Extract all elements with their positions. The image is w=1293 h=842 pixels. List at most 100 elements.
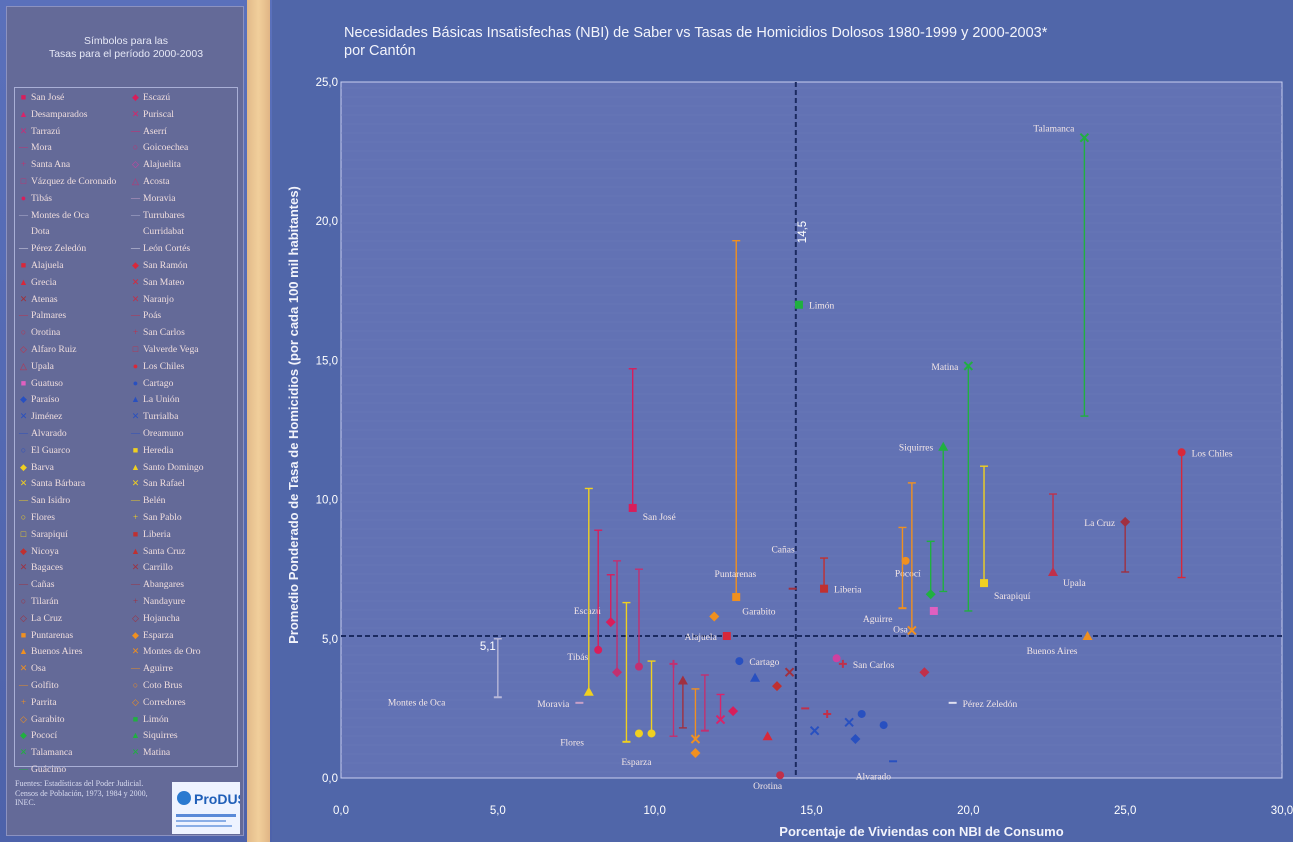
legend-marker-icon: — — [19, 495, 28, 506]
legend-label: Acosta — [143, 176, 170, 187]
legend-label: Palmares — [31, 310, 67, 322]
legend-label: Alvarado — [31, 428, 67, 439]
legend-marker-icon: △ — [20, 360, 27, 371]
legend-label: Valverde Vega — [143, 344, 199, 355]
legend-marker-icon: ■ — [20, 92, 27, 102]
legend-entry: ◆ Pococí — [19, 728, 57, 743]
point-label: Moravia — [537, 700, 570, 710]
legend-entry: Curridabat — [131, 224, 184, 239]
data-point — [634, 662, 643, 671]
legend-label: Montes de Oca — [31, 209, 90, 221]
legend-marker-icon: □ — [20, 176, 27, 186]
legend-marker-icon: — — [19, 310, 28, 321]
legend-marker-icon: ■ — [20, 629, 27, 640]
point-label: Esparza — [621, 758, 652, 768]
legend-label: Abangares — [143, 579, 185, 591]
legend-entry: ▲ Desamparados — [19, 107, 87, 122]
legend-entry: ■ Alajuela — [19, 258, 64, 273]
legend-label: Matina — [143, 747, 171, 759]
legend-label: Parrita — [31, 696, 57, 708]
legend-entry: — Poás — [131, 308, 161, 323]
legend-panel: Símbolos para las Tasas para el período … — [6, 6, 244, 836]
legend-entry: ✕ Puriscal — [131, 107, 174, 122]
legend-label: Golfito — [31, 680, 59, 691]
data-point — [925, 589, 936, 600]
legend-entry: ✕ Santa Bárbara — [19, 476, 85, 491]
legend-label: Moravia — [143, 192, 176, 204]
legend-entry: — Golfito — [19, 678, 59, 693]
legend-entry: ✕ Jiménez — [19, 409, 63, 424]
legend-marker-icon: ○ — [20, 444, 27, 455]
data-point — [963, 361, 974, 371]
legend-entry: ○ El Guarco — [19, 443, 70, 458]
legend-entry: — Turrubares — [131, 208, 185, 223]
legend-entry: — Cañas — [19, 577, 54, 592]
legend-marker-icon: ✕ — [19, 411, 28, 422]
legend-marker-icon: □ — [20, 528, 27, 539]
legend-label: San Mateo — [143, 276, 185, 288]
point-label: Orotina — [753, 782, 783, 792]
legend-entry: ◇ Alajuelita — [131, 157, 181, 172]
legend-marker-icon: ✕ — [131, 108, 140, 119]
legend-label: Alajuela — [31, 260, 64, 271]
legend-marker-icon: ◆ — [20, 394, 27, 405]
legend-label: Sarapiquí — [31, 528, 68, 540]
legend-marker-icon: — — [19, 209, 28, 220]
legend-entry: ✕ Osa — [19, 661, 46, 676]
x-tick-label: 25,0 — [1114, 805, 1136, 817]
legend-label: Dota — [31, 226, 50, 238]
data-point — [823, 709, 832, 718]
x-axis-label: Porcentaje de Viviendas con NBI de Consu… — [779, 824, 1063, 839]
legend-entry: — Belén — [131, 493, 165, 508]
legend-label: Nandayure — [143, 596, 186, 607]
legend-marker-icon: ✕ — [131, 293, 140, 304]
separator-band — [247, 0, 270, 842]
legend-header: Símbolos para las Tasas para el período … — [7, 35, 245, 61]
legend-label: La Unión — [143, 394, 180, 406]
point-label: Aguirre — [863, 615, 893, 625]
legend-label: Talamanca — [31, 747, 73, 759]
point-label: Cartago — [749, 658, 779, 668]
data-point — [980, 579, 989, 588]
legend-label: Atenas — [31, 293, 58, 305]
legend-entry: ◇ Alfaro Ruiz — [19, 342, 77, 357]
legend-entry: — Abangares — [131, 577, 184, 592]
legend-entry: + Parrita — [19, 695, 57, 710]
legend-entry: ◇ La Cruz — [19, 611, 62, 626]
legend-label: Corredores — [143, 696, 186, 708]
legend-marker-icon: ◇ — [20, 344, 27, 354]
legend-label: Santa Ana — [31, 159, 71, 171]
x-tick-label: 20,0 — [957, 805, 979, 817]
point-label: Tibás — [567, 653, 588, 663]
legend-entry: — Alvarado — [19, 426, 67, 441]
legend-entry: ✕ Naranjo — [131, 292, 174, 307]
legend-label: Oreamuno — [143, 428, 184, 439]
legend-entry: ✕ Talamanca — [19, 745, 73, 760]
legend-entry: ◆ Paraíso — [19, 392, 59, 407]
legend-label: San Carlos — [143, 327, 185, 339]
legend-entry: ◆ San Ramón — [131, 258, 188, 273]
data-point — [612, 667, 623, 678]
legend-marker-icon: ■ — [20, 377, 27, 388]
legend-marker-icon: ▲ — [131, 394, 140, 405]
legend-entry: + Santa Ana — [19, 157, 70, 172]
legend-entry: ✕ San Mateo — [131, 275, 185, 290]
legend-label: Montes de Oro — [143, 646, 201, 658]
point-label: Pococí — [895, 569, 921, 579]
legend-label: Cañas — [31, 579, 55, 591]
legend-marker-icon: ◆ — [20, 730, 27, 741]
data-point — [832, 654, 841, 663]
legend-entry: ◇ Corredores — [131, 695, 186, 710]
data-point — [794, 300, 803, 309]
legend-label: La Cruz — [31, 612, 63, 624]
legend-entry: — Guácimo — [19, 762, 66, 777]
point-label: Alvarado — [856, 772, 892, 782]
point-label: Limón — [809, 302, 835, 312]
legend-label: Santa Cruz — [143, 545, 186, 557]
legend-label: San Ramón — [143, 260, 188, 271]
legend-label: Paraíso — [31, 394, 60, 406]
legend-label: Puriscal — [143, 108, 174, 120]
x-tick-label: 15,0 — [800, 805, 822, 817]
